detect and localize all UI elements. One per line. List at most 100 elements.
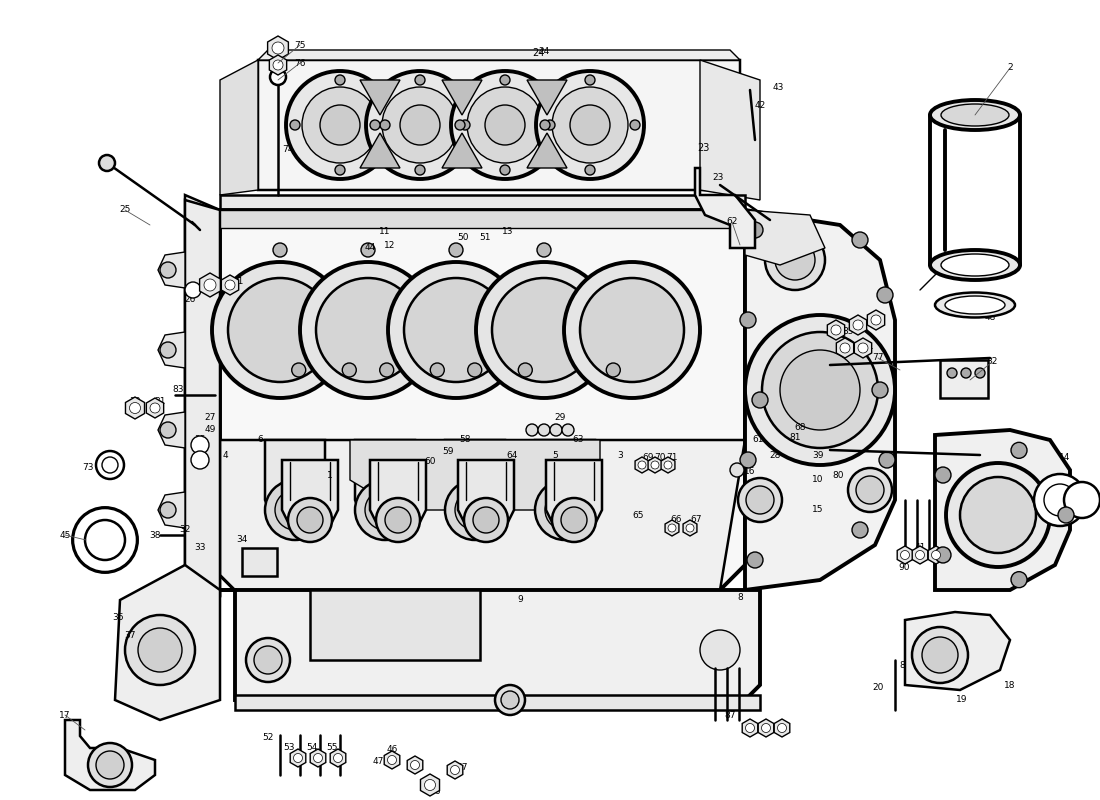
Polygon shape	[912, 546, 927, 564]
Text: 12: 12	[384, 241, 396, 250]
Polygon shape	[221, 275, 239, 295]
Circle shape	[570, 105, 611, 145]
Polygon shape	[146, 398, 164, 418]
Circle shape	[536, 71, 643, 179]
Polygon shape	[700, 60, 760, 200]
Circle shape	[468, 363, 482, 377]
Text: 52: 52	[262, 734, 274, 742]
Circle shape	[915, 550, 924, 559]
Circle shape	[848, 468, 892, 512]
Text: 54: 54	[306, 743, 318, 753]
Polygon shape	[220, 195, 745, 210]
Polygon shape	[258, 50, 740, 60]
Circle shape	[871, 315, 881, 325]
Ellipse shape	[935, 293, 1015, 318]
Polygon shape	[420, 774, 440, 796]
Text: 27: 27	[205, 414, 216, 422]
Circle shape	[275, 490, 315, 530]
Circle shape	[212, 262, 348, 398]
Text: 89: 89	[912, 554, 924, 562]
Circle shape	[564, 262, 700, 398]
Circle shape	[160, 262, 176, 278]
Text: europamotores: europamotores	[198, 522, 433, 550]
Circle shape	[585, 165, 595, 175]
Text: 66: 66	[670, 515, 682, 525]
Text: 65: 65	[632, 510, 644, 519]
Circle shape	[872, 382, 888, 398]
Circle shape	[455, 120, 465, 130]
Polygon shape	[648, 457, 662, 473]
Circle shape	[700, 630, 740, 670]
Circle shape	[446, 480, 505, 540]
Polygon shape	[384, 751, 399, 769]
Text: 23: 23	[713, 174, 724, 182]
Polygon shape	[758, 719, 773, 737]
Circle shape	[1064, 482, 1100, 518]
Circle shape	[852, 522, 868, 538]
Circle shape	[500, 165, 510, 175]
Text: 80: 80	[833, 470, 844, 479]
Circle shape	[449, 243, 463, 257]
Polygon shape	[546, 460, 602, 530]
Circle shape	[415, 165, 425, 175]
Circle shape	[286, 71, 394, 179]
Circle shape	[540, 120, 550, 130]
Text: 86: 86	[774, 723, 785, 733]
Polygon shape	[745, 210, 895, 590]
Circle shape	[73, 508, 138, 572]
Circle shape	[537, 243, 551, 257]
Circle shape	[535, 480, 595, 540]
Circle shape	[747, 552, 763, 568]
Text: 2: 2	[1008, 63, 1013, 73]
Circle shape	[776, 240, 815, 280]
Circle shape	[552, 87, 628, 163]
Text: 87: 87	[724, 710, 736, 719]
Circle shape	[552, 498, 596, 542]
Text: 17: 17	[59, 710, 70, 719]
Text: 79: 79	[1076, 487, 1088, 497]
Polygon shape	[220, 440, 745, 590]
Circle shape	[342, 363, 356, 377]
Circle shape	[464, 498, 508, 542]
Text: europamotores: europamotores	[198, 325, 456, 355]
Circle shape	[852, 232, 868, 248]
Circle shape	[476, 262, 612, 398]
Circle shape	[1011, 572, 1027, 588]
Polygon shape	[360, 133, 400, 168]
Circle shape	[355, 480, 415, 540]
Polygon shape	[220, 590, 760, 700]
Circle shape	[336, 165, 345, 175]
Circle shape	[73, 508, 138, 572]
Text: 75: 75	[295, 41, 306, 50]
Circle shape	[379, 120, 390, 130]
Circle shape	[630, 120, 640, 130]
Circle shape	[877, 287, 893, 303]
Text: 57: 57	[456, 763, 468, 773]
Polygon shape	[330, 749, 345, 767]
Text: 53: 53	[284, 743, 295, 753]
Circle shape	[288, 498, 332, 542]
Circle shape	[544, 120, 556, 130]
Text: 63: 63	[572, 435, 584, 445]
Circle shape	[935, 547, 952, 563]
Text: 8: 8	[737, 594, 742, 602]
Text: 82: 82	[987, 358, 998, 366]
Text: 37: 37	[124, 630, 135, 639]
Ellipse shape	[930, 100, 1020, 130]
Text: 73: 73	[82, 463, 94, 473]
Text: 15: 15	[812, 506, 824, 514]
Circle shape	[538, 424, 550, 436]
Circle shape	[740, 312, 756, 328]
Text: 23: 23	[696, 143, 710, 153]
Circle shape	[130, 402, 141, 414]
Circle shape	[947, 368, 957, 378]
Circle shape	[102, 457, 118, 473]
Circle shape	[272, 42, 284, 54]
Polygon shape	[258, 60, 740, 190]
Circle shape	[745, 315, 895, 465]
Text: 39: 39	[812, 450, 824, 459]
Polygon shape	[836, 338, 854, 358]
Polygon shape	[360, 80, 400, 115]
Circle shape	[96, 451, 124, 479]
Circle shape	[204, 279, 216, 291]
